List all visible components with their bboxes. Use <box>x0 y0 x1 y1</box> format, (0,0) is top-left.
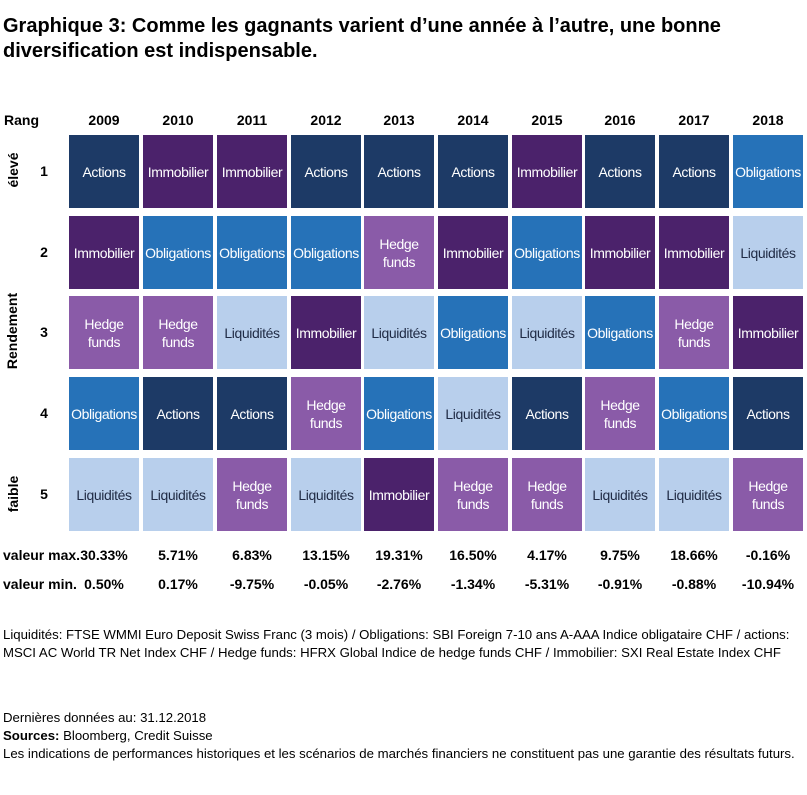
ranking-cell: Obligations <box>364 377 434 450</box>
ranking-cell: Obligations <box>143 216 213 289</box>
axis-label-high: élevé <box>5 152 21 188</box>
year-header: 2010 <box>162 112 194 128</box>
ranking-cell: Immobilier <box>733 296 803 369</box>
rank-number: 2 <box>40 244 48 260</box>
sources-label: Sources: <box>3 728 60 743</box>
footnotes: Dernières données au: 31.12.2018 Sources… <box>3 709 803 763</box>
ranking-cell: Liquidités <box>291 458 361 531</box>
sources-line: Sources: Bloomberg, Credit Suisse <box>3 727 803 745</box>
ranking-cell: Liquidités <box>585 458 655 531</box>
ranking-cell: Immobilier <box>217 135 287 208</box>
max-value: 5.71% <box>158 547 198 563</box>
ranking-cell: Hedge funds <box>217 458 287 531</box>
ranking-cell: Obligations <box>585 296 655 369</box>
year-header: 2013 <box>383 112 415 128</box>
min-value: -5.31% <box>524 576 570 592</box>
data-date: Dernières données au: 31.12.2018 <box>3 710 207 725</box>
rank-number: 1 <box>40 163 48 179</box>
year-header: 2012 <box>310 112 342 128</box>
min-value: -0.91% <box>597 576 643 592</box>
ranking-cell: Obligations <box>659 377 729 450</box>
rank-header: Rang <box>4 112 39 128</box>
ranking-cell: Liquidités <box>659 458 729 531</box>
ranking-cell: Hedge funds <box>512 458 582 531</box>
axis-label-return: Rendement <box>4 292 20 370</box>
year-header: 2009 <box>88 112 120 128</box>
ranking-cell: Hedge funds <box>291 377 361 450</box>
min-value: -0.05% <box>303 576 349 592</box>
min-value: -1.34% <box>450 576 496 592</box>
chart-title: Graphique 3: Comme les gagnants varient … <box>3 15 721 62</box>
ranking-cell: Immobilier <box>69 216 139 289</box>
max-value: 18.66% <box>670 547 718 563</box>
ranking-cell: Hedge funds <box>585 377 655 450</box>
ranking-cell: Hedge funds <box>659 296 729 369</box>
ranking-cell: Hedge funds <box>364 216 434 289</box>
max-value-label: valeur max. <box>3 547 81 563</box>
year-header: 2017 <box>678 112 710 128</box>
ranking-cell: Liquidités <box>217 296 287 369</box>
ranking-cell: Actions <box>69 135 139 208</box>
ranking-cell: Immobilier <box>512 135 582 208</box>
ranking-cell: Obligations <box>217 216 287 289</box>
year-header: 2011 <box>236 112 268 128</box>
min-value: -2.76% <box>376 576 422 592</box>
ranking-cell: Immobilier <box>659 216 729 289</box>
max-value: 19.31% <box>375 547 423 563</box>
ranking-cell: Actions <box>659 135 729 208</box>
ranking-cell: Immobilier <box>364 458 434 531</box>
ranking-cell: Liquidités <box>69 458 139 531</box>
min-value: -9.75% <box>229 576 275 592</box>
ranking-cell: Actions <box>512 377 582 450</box>
ranking-cell: Actions <box>438 135 508 208</box>
max-value: 16.50% <box>449 547 497 563</box>
min-value: 0.17% <box>158 576 198 592</box>
year-header: 2016 <box>604 112 636 128</box>
max-value: 30.33% <box>80 547 128 563</box>
ranking-cell: Hedge funds <box>69 296 139 369</box>
ranking-cell: Actions <box>217 377 287 450</box>
ranking-cell: Obligations <box>733 135 803 208</box>
min-value: 0.50% <box>84 576 124 592</box>
ranking-cell: Obligations <box>291 216 361 289</box>
legend-note: Liquidités: FTSE WMMI Euro Deposit Swiss… <box>3 627 790 660</box>
year-header: 2015 <box>531 112 563 128</box>
ranking-cell: Hedge funds <box>438 458 508 531</box>
rank-number: 3 <box>40 324 48 340</box>
max-value: 4.17% <box>527 547 567 563</box>
max-value: 6.83% <box>232 547 272 563</box>
sources-value: Bloomberg, Credit Suisse <box>59 728 213 743</box>
ranking-cell: Obligations <box>69 377 139 450</box>
ranking-cell: Immobilier <box>438 216 508 289</box>
ranking-cell: Immobilier <box>585 216 655 289</box>
ranking-cell: Obligations <box>512 216 582 289</box>
ranking-cell: Liquidités <box>438 377 508 450</box>
ranking-cell: Hedge funds <box>733 458 803 531</box>
ranking-cell: Liquidités <box>512 296 582 369</box>
ranking-cell: Liquidités <box>733 216 803 289</box>
ranking-cell: Actions <box>291 135 361 208</box>
ranking-cell: Actions <box>733 377 803 450</box>
min-value-label: valeur min. <box>3 576 77 592</box>
max-value: 13.15% <box>302 547 350 563</box>
min-value: -0.88% <box>671 576 717 592</box>
ranking-cell: Immobilier <box>143 135 213 208</box>
max-value: 9.75% <box>600 547 640 563</box>
rank-number: 5 <box>40 486 48 502</box>
max-value: -0.16% <box>745 547 791 563</box>
rank-number: 4 <box>40 405 48 421</box>
ranking-cell: Liquidités <box>364 296 434 369</box>
ranking-cell: Actions <box>364 135 434 208</box>
ranking-cell: Liquidités <box>143 458 213 531</box>
year-header: 2014 <box>457 112 489 128</box>
ranking-cell: Obligations <box>438 296 508 369</box>
ranking-cell: Actions <box>143 377 213 450</box>
ranking-cell: Immobilier <box>291 296 361 369</box>
min-value: -10.94% <box>741 576 795 592</box>
year-header: 2018 <box>752 112 784 128</box>
ranking-cell: Hedge funds <box>143 296 213 369</box>
disclaimer: Les indications de performances historiq… <box>3 746 795 761</box>
axis-label-low: faible <box>5 475 21 513</box>
ranking-cell: Actions <box>585 135 655 208</box>
